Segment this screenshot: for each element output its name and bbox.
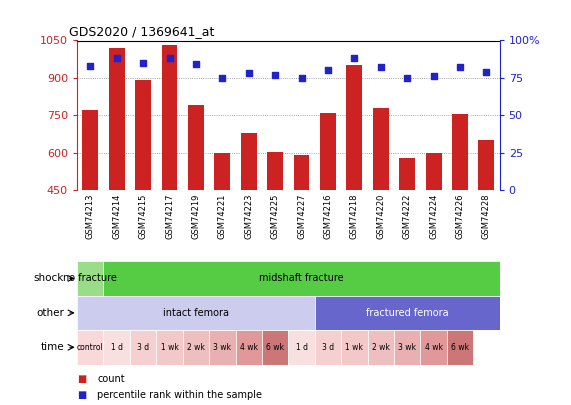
Bar: [394, 330, 420, 364]
Bar: [235, 330, 262, 364]
Bar: [368, 330, 394, 364]
Text: other: other: [36, 308, 64, 318]
Point: [271, 72, 280, 78]
Point: [297, 75, 306, 81]
Point: [244, 70, 254, 77]
Bar: [77, 296, 315, 330]
Bar: [82, 111, 98, 190]
Bar: [241, 133, 256, 190]
Bar: [262, 330, 288, 364]
Bar: [183, 330, 209, 364]
Text: 3 d: 3 d: [322, 343, 334, 352]
Bar: [347, 66, 362, 190]
Point: [139, 60, 148, 66]
Bar: [77, 330, 103, 364]
Bar: [373, 108, 389, 190]
Bar: [188, 105, 204, 190]
Text: ■: ■: [77, 390, 86, 400]
Point: [112, 55, 121, 62]
Bar: [162, 45, 178, 190]
Bar: [267, 151, 283, 190]
Bar: [77, 261, 103, 296]
Point: [191, 61, 200, 68]
Bar: [315, 330, 341, 364]
Bar: [215, 153, 230, 190]
Point: [323, 67, 332, 74]
Point: [165, 55, 174, 62]
Point: [350, 55, 359, 62]
Text: control: control: [77, 343, 104, 352]
Point: [429, 73, 438, 80]
Bar: [399, 158, 415, 190]
Bar: [425, 153, 441, 190]
Text: intact femora: intact femora: [163, 308, 229, 318]
Text: midshaft fracture: midshaft fracture: [259, 273, 344, 283]
Bar: [478, 141, 494, 190]
Bar: [315, 296, 500, 330]
Text: 1 d: 1 d: [111, 343, 123, 352]
Text: fractured femora: fractured femora: [366, 308, 448, 318]
Bar: [420, 330, 447, 364]
Text: 4 wk: 4 wk: [425, 343, 443, 352]
Bar: [108, 48, 124, 190]
Point: [86, 63, 95, 69]
Text: 1 d: 1 d: [296, 343, 308, 352]
Point: [456, 64, 465, 71]
Point: [218, 75, 227, 81]
Text: 1 wk: 1 wk: [160, 343, 179, 352]
Text: 3 wk: 3 wk: [214, 343, 231, 352]
Bar: [320, 113, 336, 190]
Text: percentile rank within the sample: percentile rank within the sample: [97, 390, 262, 400]
Bar: [341, 330, 368, 364]
Text: 1 wk: 1 wk: [345, 343, 363, 352]
Text: 4 wk: 4 wk: [240, 343, 258, 352]
Bar: [288, 330, 315, 364]
Text: shock: shock: [34, 273, 64, 283]
Text: 3 wk: 3 wk: [398, 343, 416, 352]
Bar: [452, 114, 468, 190]
Point: [403, 75, 412, 81]
Text: 6 wk: 6 wk: [451, 343, 469, 352]
Text: time: time: [41, 342, 64, 352]
Bar: [209, 330, 235, 364]
Text: no fracture: no fracture: [63, 273, 117, 283]
Bar: [135, 81, 151, 190]
Text: GDS2020 / 1369641_at: GDS2020 / 1369641_at: [69, 25, 214, 38]
Bar: [130, 330, 156, 364]
Text: 3 d: 3 d: [137, 343, 149, 352]
Text: 2 wk: 2 wk: [187, 343, 205, 352]
Text: 2 wk: 2 wk: [372, 343, 390, 352]
Text: 6 wk: 6 wk: [266, 343, 284, 352]
Bar: [156, 330, 183, 364]
Text: count: count: [97, 374, 124, 384]
Bar: [293, 156, 309, 190]
Text: ■: ■: [77, 374, 86, 384]
Point: [482, 69, 491, 75]
Bar: [103, 330, 130, 364]
Point: [376, 64, 385, 71]
Bar: [447, 330, 473, 364]
